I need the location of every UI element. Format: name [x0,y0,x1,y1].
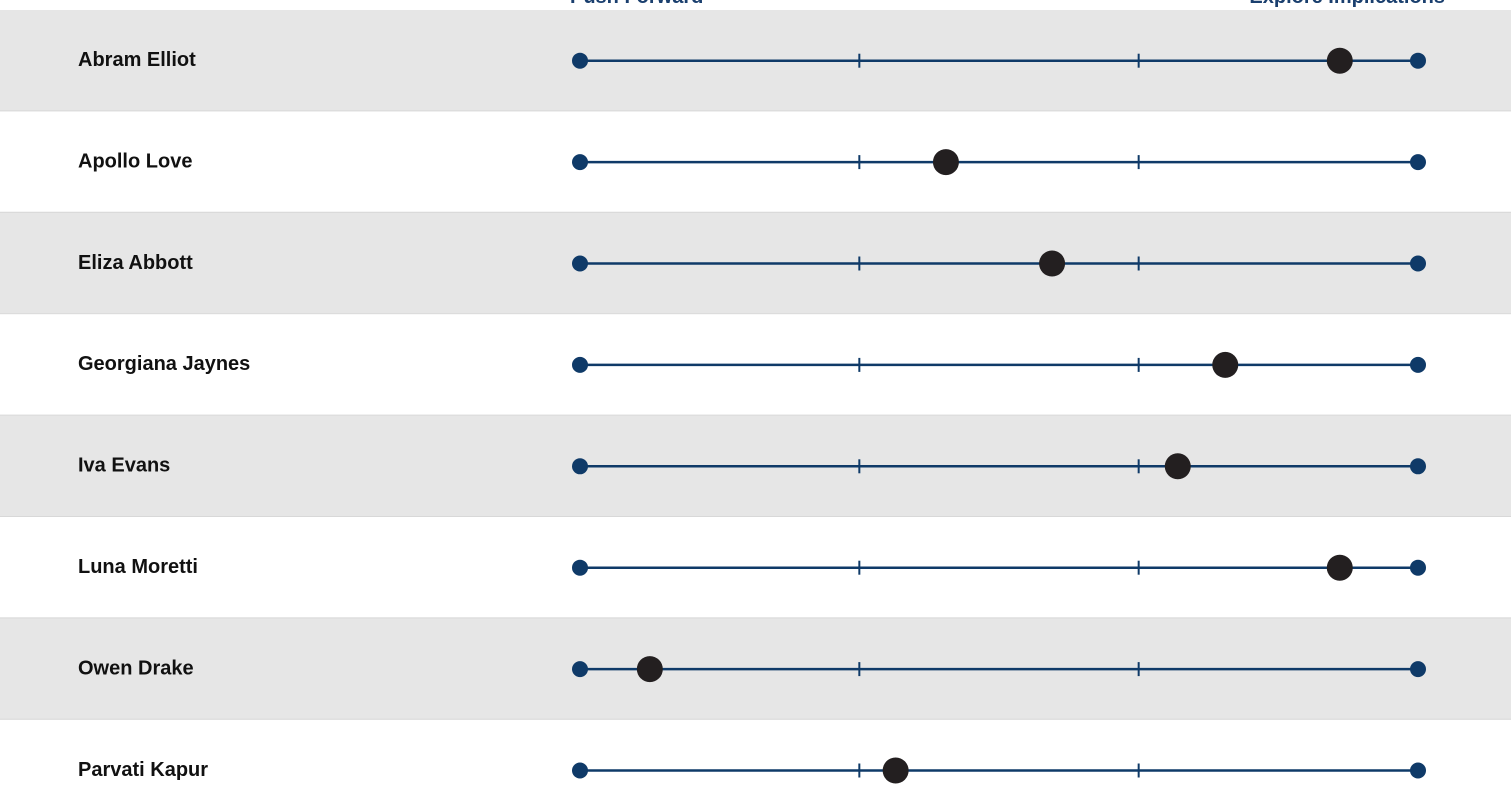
value-dot [636,656,663,683]
value-dot [932,149,959,176]
row-label: Apollo Love [78,150,192,172]
value-dot [1164,453,1191,480]
scale-end [1410,255,1426,272]
row-label: Luna Moretti [78,556,198,578]
axis-label-left: Push Forward [570,0,703,8]
scale-end [572,458,588,475]
row-background [0,719,1511,785]
scale-end [572,762,588,779]
scale-end [572,154,588,171]
value-dot [1326,554,1353,581]
scale-end [1410,762,1426,779]
value-dot [1212,351,1239,378]
row-label: Georgiana Jaynes [78,353,250,375]
row-label: Abram Elliot [78,49,196,71]
scale-end [572,52,588,69]
row-label: Eliza Abbott [78,252,193,274]
scale-end [572,661,588,678]
value-dot [1039,250,1066,277]
scale-end [572,255,588,272]
scale-end [1410,559,1426,576]
scale-end [1410,661,1426,678]
row-label: Owen Drake [78,657,194,679]
scale-end [1410,52,1426,69]
row-label: Iva Evans [78,455,170,477]
axis-label-right: Explore Implications [1249,0,1445,8]
value-dot [882,757,909,784]
scale-end [1410,154,1426,171]
scale-end [1410,458,1426,475]
scale-end [572,356,588,373]
row-label: Parvati Kapur [78,759,208,781]
scale-end [1410,356,1426,373]
scale-end [572,559,588,576]
value-dot [1326,47,1353,74]
